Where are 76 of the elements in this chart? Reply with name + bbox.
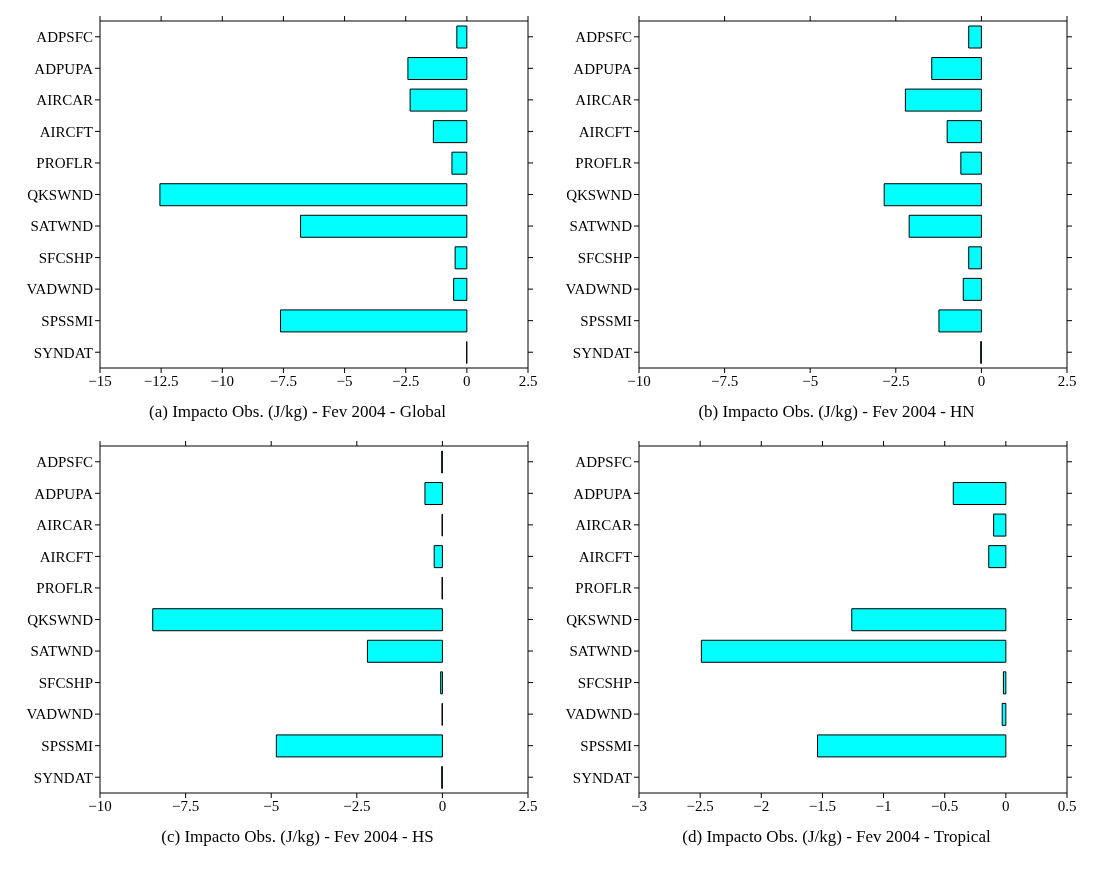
x-tick-label: 2.5 [518, 797, 538, 814]
y-tick-label: VADWND [565, 281, 633, 298]
y-tick-label: VADWND [26, 706, 94, 723]
y-tick-label: SFCSHP [577, 249, 632, 266]
text: (a) Impacto Obs. (J/kg) - Fev 2004 - Global [148, 402, 447, 422]
x-tick-label: −10 [627, 372, 651, 389]
x-tick-label: −15 [88, 372, 112, 389]
x-tick-label: 0 [1002, 797, 1010, 814]
y-tick-label: AIRCFT [578, 548, 632, 565]
y-tick-label: SPSSMI [580, 738, 632, 755]
text: (b) Impacto Obs. (J/kg) - Fev 2004 - HN [697, 402, 976, 422]
y-tick-label: PROFLR [36, 155, 93, 172]
y-tick-label: QKSWND [27, 186, 94, 203]
x-tick-label: −10 [210, 372, 235, 389]
y-tick-label: SFCSHP [577, 674, 632, 691]
y-tick-label: AIRCAR [575, 517, 632, 534]
y-tick-label: AIRCFT [39, 123, 93, 140]
y-tick-label: SPSSMI [580, 313, 632, 330]
y-tick-label: ADPSFC [36, 29, 93, 46]
y-tick-label: SATWND [30, 643, 94, 660]
x-tick-label: −5 [336, 372, 353, 389]
text: (d) Impacto Obs. (J/kg) - Fev 2004 - Tropical [681, 827, 992, 847]
x-tick-label: −7.5 [710, 372, 739, 389]
y-tick-label: PROFLR [575, 155, 632, 172]
x-tick-label: −2.5 [343, 797, 371, 814]
y-tick-label: ADPUPA [573, 60, 633, 77]
y-tick-label: AIRCFT [578, 123, 632, 140]
y-tick-label: SATWND [30, 218, 94, 235]
y-tick-label: QKSWND [27, 611, 94, 628]
y-tick-label: VADWND [26, 281, 94, 298]
y-tick-label: SYNDAT [33, 769, 93, 786]
y-tick-label: ADPUPA [34, 60, 94, 77]
x-tick-label: −5 [802, 372, 819, 389]
x-tick-label: −0.5 [931, 797, 959, 814]
x-tick-label: −2.5 [686, 797, 714, 814]
x-tick-label: −3 [631, 797, 647, 814]
x-tick-label: −12.5 [143, 372, 179, 389]
text: (c) Impacto Obs. (J/kg) - Fev 2004 - HS [160, 827, 435, 847]
y-tick-label: ADPSFC [575, 29, 632, 46]
x-tick-label: −5 [263, 797, 280, 814]
y-tick-label: AIRCAR [575, 92, 632, 109]
y-tick-label: VADWND [565, 706, 633, 723]
y-tick-label: AIRCAR [36, 517, 93, 534]
y-tick-label: SYNDAT [33, 344, 93, 361]
x-tick-label: −1 [875, 797, 892, 814]
x-tick-label: 0 [438, 797, 447, 814]
x-tick-label: −1.5 [808, 797, 837, 814]
y-tick-label: SFCSHP [38, 674, 93, 691]
y-tick-label: SPSSMI [41, 738, 93, 755]
y-tick-label: SATWND [569, 643, 633, 660]
x-tick-label: 0 [463, 372, 471, 389]
y-tick-label: SYNDAT [572, 769, 632, 786]
y-tick-label: ADPUPA [573, 485, 633, 502]
y-tick-label: QKSWND [566, 611, 633, 628]
y-tick-label: SATWND [569, 218, 633, 235]
x-tick-label: −2 [753, 797, 770, 814]
y-tick-label: SPSSMI [41, 313, 93, 330]
y-tick-label: ADPSFC [575, 454, 632, 471]
x-tick-label: 0.5 [1057, 797, 1077, 814]
x-tick-label: 0 [977, 372, 986, 389]
y-tick-label: ADPSFC [36, 454, 93, 471]
y-tick-label: QKSWND [566, 186, 633, 203]
x-tick-label: −2.5 [882, 372, 910, 389]
x-tick-label: 2.5 [1057, 372, 1077, 389]
y-tick-label: PROFLR [36, 580, 93, 597]
y-tick-label: ADPUPA [34, 485, 94, 502]
y-tick-label: AIRCAR [36, 92, 93, 109]
y-tick-label: PROFLR [575, 580, 632, 597]
x-tick-label: −2.5 [392, 372, 420, 389]
x-tick-label: −7.5 [269, 372, 298, 389]
x-tick-label: −7.5 [171, 797, 200, 814]
y-tick-label: SYNDAT [572, 344, 632, 361]
x-tick-label: −10 [88, 797, 112, 814]
y-tick-label: AIRCFT [39, 548, 93, 565]
x-tick-label: 2.5 [518, 372, 538, 389]
y-tick-label: SFCSHP [38, 249, 93, 266]
